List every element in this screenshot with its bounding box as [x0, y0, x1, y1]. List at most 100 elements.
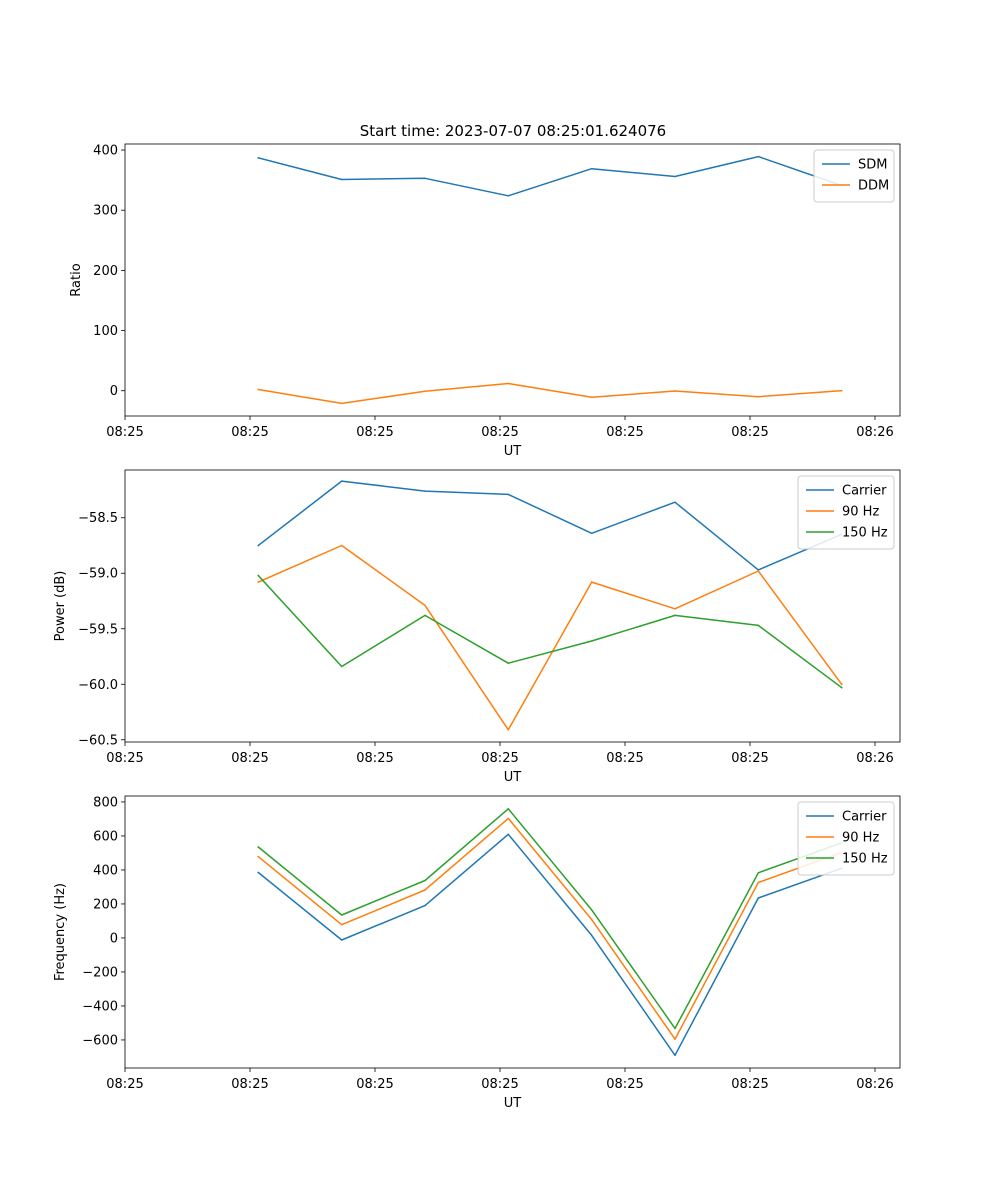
data-point — [257, 855, 260, 858]
data-point — [590, 918, 593, 921]
data-point — [757, 569, 760, 571]
y-tick-label: −600 — [82, 1033, 118, 1048]
y-tick-label: 400 — [93, 863, 118, 878]
data-point — [424, 614, 426, 617]
data-point — [257, 846, 260, 848]
x-tick-label: 08:25 — [481, 425, 518, 440]
data-point — [424, 604, 426, 607]
data-point — [340, 480, 343, 482]
data-point — [840, 389, 843, 392]
y-tick-label: −400 — [82, 999, 118, 1014]
legend-box — [813, 149, 895, 203]
data-point — [257, 544, 260, 547]
data-point — [257, 871, 260, 874]
x-tick-label: 08:25 — [231, 425, 268, 440]
y-axis-label: Ratio — [69, 263, 84, 296]
legend-label: DDM — [858, 179, 889, 194]
power-panel: 08:25 08:25 08:25 08:25 08:25 08:25 08:26 −60.5… — [53, 469, 901, 785]
x-tick-label: 08:25 — [106, 425, 143, 440]
data-point — [257, 157, 260, 159]
series-line-carrier — [257, 480, 843, 571]
data-point — [340, 923, 343, 926]
series-line-150-hz — [257, 574, 843, 689]
y-tick-label: −60.5 — [78, 733, 118, 748]
y-tick-label: 600 — [93, 829, 118, 844]
x-tick-label: 08:25 — [106, 1077, 143, 1092]
data-point — [757, 570, 760, 572]
data-point — [507, 493, 510, 496]
data-point — [340, 178, 343, 181]
data-point — [424, 490, 426, 492]
x-tick-label: 08:25 — [356, 751, 393, 766]
legend-label: Carrier — [842, 810, 887, 825]
data-point — [590, 640, 593, 642]
data-point — [507, 382, 510, 385]
y-tick-label: 400 — [93, 144, 118, 159]
legend: Carrier 90 Hz 150 Hz — [797, 475, 895, 550]
y-tick-label: 200 — [93, 264, 118, 279]
data-point — [674, 1027, 676, 1030]
y-tick-label: 800 — [93, 795, 118, 810]
legend: SDM DDM — [813, 149, 895, 203]
data-point — [507, 833, 510, 836]
data-point — [424, 177, 426, 180]
data-point — [340, 939, 343, 941]
series-line-ddm — [257, 382, 843, 405]
data-point — [340, 544, 343, 547]
series-line-90-hz — [257, 544, 843, 731]
axes-frame — [124, 143, 901, 417]
data-point — [424, 904, 426, 907]
legend: Carrier 90 Hz 150 Hz — [797, 801, 895, 876]
data-point — [757, 155, 760, 158]
data-point — [340, 402, 343, 405]
data-point — [507, 817, 510, 820]
data-point — [674, 1038, 676, 1040]
data-point — [757, 872, 760, 874]
data-point — [507, 808, 510, 810]
y-tick-label: −60.0 — [78, 678, 118, 693]
data-point — [257, 581, 260, 583]
axes-frame — [124, 795, 901, 1069]
data-point — [257, 388, 260, 391]
y-tick-label: 0 — [110, 384, 118, 399]
x-tick-label: 08:25 — [606, 1077, 643, 1092]
data-point — [340, 665, 343, 668]
x-tick-label: 08:25 — [606, 751, 643, 766]
data-point — [590, 167, 593, 170]
legend-label: SDM — [858, 158, 887, 173]
ratio-panel: 08:25 08:25 08:25 08:25 08:25 08:25 08:26 0 100 2… — [69, 143, 901, 459]
y-tick-label: −58.5 — [78, 511, 118, 526]
data-point — [757, 395, 760, 398]
x-tick-label: 08:25 — [481, 1077, 518, 1092]
axes-frame — [124, 469, 901, 743]
data-point — [674, 608, 676, 610]
data-point — [424, 889, 426, 891]
data-point — [340, 914, 343, 916]
series-line-150-hz — [257, 808, 843, 1030]
data-point — [674, 175, 676, 178]
y-tick-label: −59.0 — [78, 567, 118, 582]
data-point — [840, 686, 843, 689]
x-axis-label: UT — [504, 444, 522, 459]
data-point — [507, 195, 510, 197]
legend-label: 150 Hz — [842, 526, 888, 541]
x-tick-label: 08:25 — [356, 1077, 393, 1092]
legend-box — [797, 475, 895, 550]
data-point — [674, 501, 676, 504]
legend-label: Carrier — [842, 484, 887, 499]
x-tick-label: 08:25 — [731, 1077, 768, 1092]
data-point — [590, 396, 593, 399]
x-tick-label: 08:25 — [606, 425, 643, 440]
frequency-panel: 08:25 08:25 08:25 08:25 08:25 08:25 08:26 −600 −… — [53, 795, 901, 1111]
x-tick-label: 08:25 — [731, 425, 768, 440]
series-line-90-hz — [257, 817, 843, 1040]
x-tick-label: 08:25 — [106, 751, 143, 766]
data-point — [674, 614, 676, 617]
data-point — [590, 581, 593, 583]
data-point — [757, 897, 760, 899]
legend-label: 90 Hz — [842, 831, 879, 846]
data-point — [674, 390, 676, 392]
x-tick-label: 08:25 — [731, 751, 768, 766]
series-line-carrier — [257, 833, 843, 1057]
y-axis-label: Frequency (Hz) — [53, 883, 68, 981]
